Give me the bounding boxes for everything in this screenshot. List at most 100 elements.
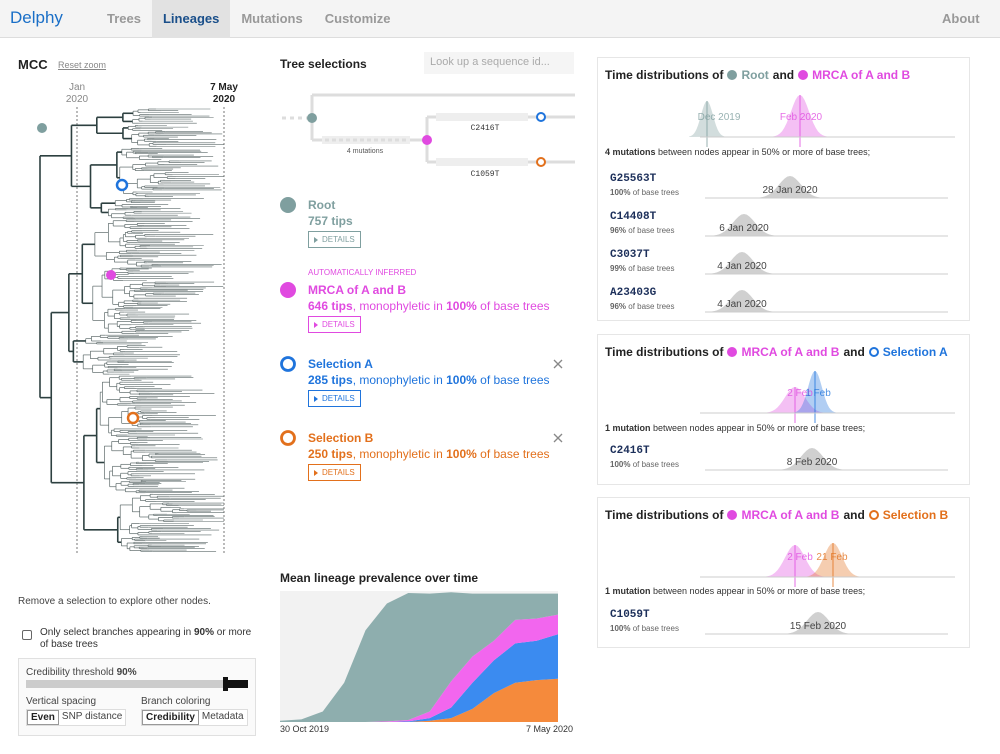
text: DETAILS	[322, 468, 355, 477]
text: Only select branches appearing in	[40, 627, 192, 638]
text: Time distributions of	[605, 68, 724, 82]
text: , monophyletic in	[352, 447, 443, 461]
selection-name: Root	[308, 198, 336, 212]
peak-label: 2 Feb	[787, 388, 813, 399]
option-group: Even SNP distance	[26, 709, 127, 726]
selection-marker	[280, 282, 296, 298]
nav-tab[interactable]: Lineages	[151, 0, 231, 38]
details-button[interactable]: DETAILS	[308, 316, 361, 333]
mutation-name: C1059T	[610, 609, 650, 621]
selection-name: Selection A	[308, 357, 373, 371]
legend-label: Selection B	[882, 508, 949, 522]
mutation-pct: 99% of base trees	[610, 264, 675, 273]
reset-zoom[interactable]: Reset zoom	[58, 60, 107, 70]
peak-label: 1 Feb	[805, 388, 831, 399]
mutation-name: C2416T	[610, 445, 650, 457]
option[interactable]: SNP distance	[61, 711, 123, 722]
legend-dot	[868, 510, 879, 520]
selection-tips: 646 tips, monophyletic in 100% of base t…	[308, 299, 550, 313]
summary: 4 mutations between nodes appear in 50% …	[605, 147, 870, 157]
option-group: Credibility Metadata	[141, 709, 248, 726]
selection-tips: 285 tips, monophyletic in 100% of base t…	[308, 373, 550, 387]
option[interactable]: Even	[27, 710, 59, 725]
text: between nodes appear in 50% or more of b…	[653, 586, 866, 596]
tips: 757 tips	[308, 214, 353, 228]
legend-dot	[868, 347, 879, 357]
selection-name: Selection B	[308, 431, 374, 445]
details-button[interactable]: DETAILS	[308, 464, 361, 481]
checkbox-label[interactable]: Only select branches appearing in 90% or…	[40, 627, 255, 651]
mutation-pct: 96% of base trees	[610, 302, 675, 311]
tree-title: MCC	[18, 57, 48, 72]
area	[280, 678, 558, 722]
text: Time distributions of	[605, 345, 724, 359]
time-card	[597, 334, 970, 485]
text: 1 mutation	[605, 586, 651, 596]
option-label: Branch coloring	[141, 696, 211, 707]
close-icon	[553, 359, 563, 369]
mutation-pct: 100% of base trees	[610, 624, 679, 633]
option-label: Vertical spacing	[26, 696, 97, 707]
nav-tab[interactable]: Mutations	[241, 11, 303, 26]
density	[709, 252, 775, 274]
peak-label: 2 Feb	[787, 552, 813, 563]
text: and	[772, 68, 795, 82]
pct: 96%	[610, 302, 627, 311]
option[interactable]: Credibility	[142, 710, 199, 725]
text: and	[843, 345, 865, 359]
legend-label: Selection A	[882, 345, 948, 359]
nav-tab[interactable]: Customize	[324, 11, 391, 26]
text: DETAILS	[322, 320, 355, 329]
text: and	[843, 508, 865, 522]
text: or more of base trees	[40, 627, 252, 650]
threshold-label: Credibility threshold 90%	[26, 667, 137, 678]
mutation-name: G25563T	[610, 173, 657, 185]
legend-label: Root	[741, 68, 769, 82]
slider-handle	[223, 677, 228, 691]
details-button[interactable]: DETAILS	[308, 231, 361, 248]
nav-tab[interactable]: Trees	[107, 11, 141, 26]
selection-note: AUTOMATICALLY INFERRED	[308, 268, 417, 277]
text: DETAILS	[322, 235, 355, 244]
density	[779, 448, 845, 470]
node-root	[37, 123, 47, 133]
text: 4 mutations	[605, 147, 656, 157]
text: , monophyletic in	[352, 373, 443, 387]
mutation-box	[322, 136, 410, 144]
x-tick-label: 7 May 2020	[525, 724, 573, 734]
mutation-box	[436, 158, 528, 166]
details-button[interactable]: DETAILS	[308, 390, 361, 407]
density	[785, 612, 851, 634]
mutation-pct: 100% of base trees	[610, 188, 679, 197]
mutation-date: 28 Jan 2020	[762, 185, 818, 196]
selection-marker	[280, 197, 296, 213]
selections-title: Tree selections	[280, 57, 367, 71]
close-icon	[553, 433, 563, 443]
text: of base trees	[480, 373, 550, 387]
time-card	[597, 57, 970, 321]
text: of base trees	[628, 226, 675, 235]
text: DETAILS	[322, 394, 355, 403]
legend-dot	[727, 510, 738, 520]
text: 90%	[193, 627, 214, 638]
checkbox	[22, 630, 32, 640]
mini-b	[536, 157, 546, 167]
pct: 96%	[610, 226, 627, 235]
search-placeholder[interactable]: Look up a sequence id...	[430, 56, 550, 68]
tips: 250 tips	[308, 447, 353, 461]
tabs: Trees Lineages Mutations Customize	[96, 0, 401, 38]
area	[280, 634, 558, 722]
text: 90%	[116, 667, 137, 678]
time-card	[597, 497, 970, 648]
about-link[interactable]: About	[942, 11, 980, 26]
summary: 1 mutation between nodes appear in 50% o…	[605, 423, 865, 433]
node-a	[115, 178, 129, 192]
chart-title: Mean lineage prevalence over time	[280, 571, 479, 585]
search-box	[424, 52, 574, 74]
card-header: Time distributions of Root and MRCA of A an…	[605, 68, 910, 82]
mutation-date: 4 Jan 2020	[717, 261, 767, 272]
text: between nodes appear in 50% or more of b…	[658, 147, 871, 157]
option[interactable]: Metadata	[201, 711, 244, 722]
legend-dot	[727, 347, 738, 357]
